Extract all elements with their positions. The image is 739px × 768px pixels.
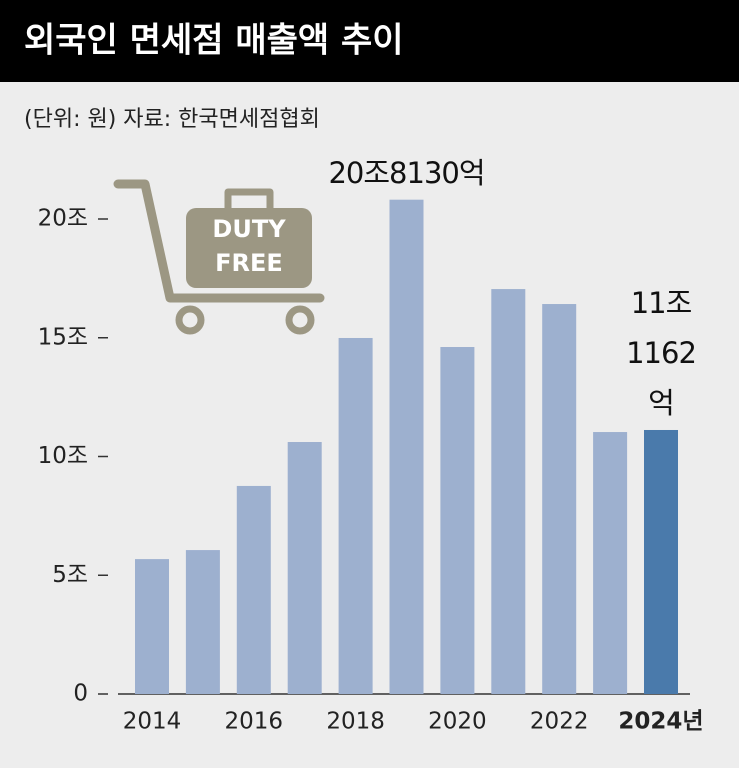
x-tick-label: 2018 bbox=[326, 709, 385, 735]
bar bbox=[287, 442, 322, 694]
bar bbox=[389, 199, 424, 694]
y-tick-label: 10조 bbox=[38, 443, 88, 469]
bar bbox=[644, 429, 678, 694]
x-tick-label: 2016 bbox=[225, 709, 284, 735]
icon-text: FREE bbox=[215, 249, 283, 277]
icon-text: DUTY bbox=[212, 215, 286, 243]
value-label: 11조 1162억 bbox=[626, 285, 697, 420]
x-tick-label: 2022 bbox=[530, 709, 589, 735]
bar bbox=[236, 485, 271, 694]
title-bar bbox=[0, 0, 739, 82]
bar bbox=[440, 347, 475, 694]
y-tick-label: 15조 bbox=[38, 324, 88, 350]
x-tick-label: 2020 bbox=[428, 709, 487, 735]
bar bbox=[593, 432, 628, 694]
value-label: 20조8130억 bbox=[328, 155, 485, 190]
y-tick-label: 20조 bbox=[38, 206, 88, 232]
x-tick-label: 2014 bbox=[123, 709, 182, 735]
bar bbox=[185, 550, 220, 694]
y-tick-label: 0 bbox=[73, 681, 88, 707]
duty-free-icon: DUTY FREE bbox=[113, 179, 325, 335]
bar bbox=[135, 559, 169, 694]
chart-subtitle: (단위: 원) 자료: 한국면세점협회 bbox=[24, 107, 320, 132]
y-tick-label: 5조 bbox=[52, 562, 88, 588]
bar bbox=[491, 289, 526, 694]
bar bbox=[542, 304, 577, 694]
chart-title: 외국인 면세점 매출액 추이 bbox=[24, 21, 404, 61]
x-tick-label: 2024년 bbox=[618, 709, 703, 735]
bar bbox=[338, 337, 373, 694]
